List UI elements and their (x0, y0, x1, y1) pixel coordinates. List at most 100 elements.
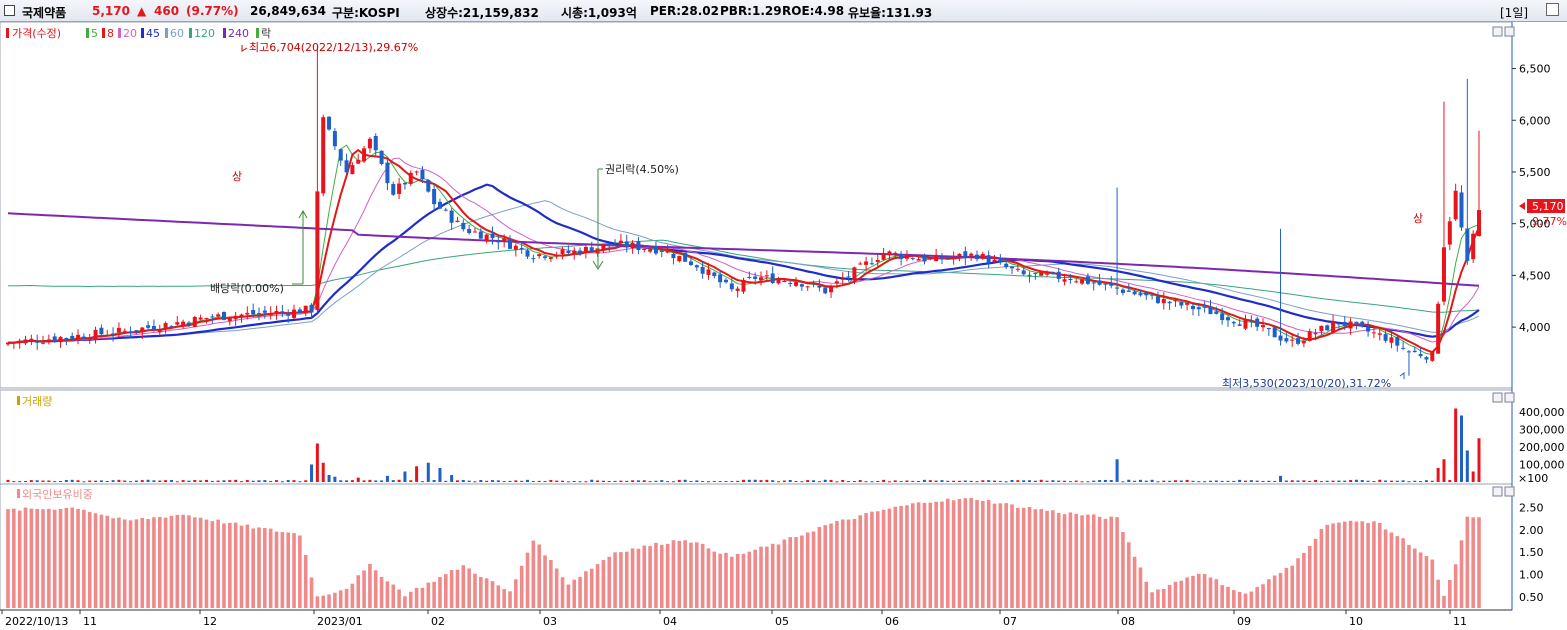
candle-body (823, 287, 828, 294)
select-checkbox[interactable] (4, 5, 15, 16)
volume-bar (234, 479, 238, 482)
candle-body (607, 244, 612, 246)
foreign-ownership-bar (105, 515, 110, 608)
foreign-ownership-bar (47, 508, 51, 608)
candle-body (455, 220, 460, 222)
foreign-ownership-bar (315, 596, 320, 608)
candle-body (227, 318, 232, 322)
candle-body (887, 251, 892, 256)
legend-ma5[interactable]: 5 (91, 27, 98, 40)
foreign-ownership-bar (1412, 548, 1417, 608)
foreign-ytick-label: 1.00 (1519, 569, 1544, 582)
volume-bar (864, 481, 868, 483)
close-icon[interactable] (1546, 3, 1559, 16)
volume-bar (1448, 480, 1452, 482)
ma45-line (8, 183, 1480, 344)
candle-body (1202, 306, 1207, 308)
foreign-ownership-bar (572, 579, 577, 608)
volume-bar (1389, 480, 1393, 482)
volume-bar (1127, 479, 1131, 482)
panel-close-icon[interactable] (1504, 486, 1515, 497)
volume-bar (292, 480, 296, 482)
foreign-ownership-bar (1161, 588, 1166, 608)
foreign-ownership-bar (1366, 522, 1370, 608)
foreign-ownership-bar (1337, 522, 1341, 608)
legend-ma240[interactable]: 240 (228, 27, 249, 40)
volume-bar (362, 480, 366, 482)
volume-bar (1471, 471, 1475, 482)
candle-body (46, 339, 51, 343)
volume-bar (1284, 480, 1288, 482)
foreign-ownership-bar (671, 540, 676, 608)
candle-body (157, 329, 162, 333)
foreign-ownership-bar (216, 519, 220, 608)
volume-bar (1378, 479, 1382, 482)
foreign-ownership-bar (157, 517, 162, 608)
foreign-ownership-bar (1442, 595, 1446, 608)
candle-body (402, 183, 407, 185)
candle-body (723, 279, 728, 283)
legend-ma120-swatch (189, 28, 192, 38)
panel-minimize-icon[interactable] (1492, 26, 1503, 37)
volume-bar (963, 480, 967, 482)
candle-body (309, 304, 314, 313)
volume-panel-title[interactable]: 거래량 (22, 395, 52, 408)
legend-ma8[interactable]: 8 (107, 27, 114, 40)
volume-bar (432, 480, 436, 482)
foreign-panel-title[interactable]: 외국인보유비중 (22, 488, 93, 501)
candle-body (414, 171, 419, 173)
foreign-ownership-bar (70, 507, 75, 608)
candle-body (1418, 354, 1423, 357)
candle-body (216, 314, 221, 317)
foreign-ownership-bar (408, 591, 413, 608)
candle-body (747, 276, 752, 278)
legend-price[interactable]: 가격(수정) (12, 27, 61, 40)
panel-minimize-icon[interactable] (1492, 486, 1503, 497)
foreign-ownership-bar (875, 511, 880, 608)
foreign-ownership-bar (788, 537, 792, 608)
legend-ma20[interactable]: 20 (123, 27, 137, 40)
foreign-ownership-bar (829, 523, 833, 608)
legend-ma120[interactable]: 120 (194, 27, 215, 40)
listed-shares: 상장수:21,159,832 (425, 6, 539, 20)
volume-bar (1220, 480, 1224, 482)
candle-body (560, 249, 565, 255)
volume-bar (164, 480, 168, 482)
foreign-ownership-bar (222, 523, 226, 608)
stock-chart: 2022/10/13 11 12 2023/01 02 03 04 05 06 07 08 09 10 1… (0, 22, 1567, 630)
legend-ma240-swatch (223, 28, 226, 38)
panel-close-icon[interactable] (1504, 26, 1515, 37)
foreign-ownership-bar (741, 553, 746, 608)
legend-ma8-swatch (102, 28, 105, 38)
volume-bar (321, 462, 325, 482)
panel-minimize-icon[interactable] (1492, 392, 1503, 403)
candle-body (297, 309, 302, 314)
volume-bar (1419, 481, 1423, 483)
candle-body (688, 261, 693, 266)
legend-ex-rights[interactable]: 락 (261, 27, 271, 40)
volume-bar (1349, 480, 1353, 482)
panel-close-icon[interactable] (1504, 392, 1515, 403)
period-selector[interactable]: [1일] (1500, 6, 1529, 20)
foreign-ownership-bar (1138, 567, 1143, 608)
ma120-line (7, 239, 1480, 313)
foreign-ownership-bar (1459, 540, 1464, 608)
dividend-marker (292, 209, 308, 285)
legend-ma45[interactable]: 45 (146, 27, 160, 40)
foreign-ownership-bar (1121, 531, 1125, 608)
volume-bar (736, 480, 740, 482)
candle-body (1366, 327, 1371, 332)
foreign-ownership-bar (1214, 579, 1219, 608)
price-ytick-label: 6,000 (1519, 114, 1551, 127)
foreign-ownership-bar (864, 513, 868, 608)
foreign-ownership-bar (776, 544, 781, 608)
legend-ma60[interactable]: 60 (170, 27, 184, 40)
candle-body (1068, 278, 1073, 280)
volume-bar (59, 481, 63, 483)
candle-body (327, 116, 332, 130)
foreign-ownership-bar (1237, 591, 1242, 608)
volume-bar (1197, 481, 1201, 483)
foreign-ownership-bar (1290, 565, 1295, 608)
candle-body (782, 280, 787, 282)
candle-body (869, 263, 874, 265)
